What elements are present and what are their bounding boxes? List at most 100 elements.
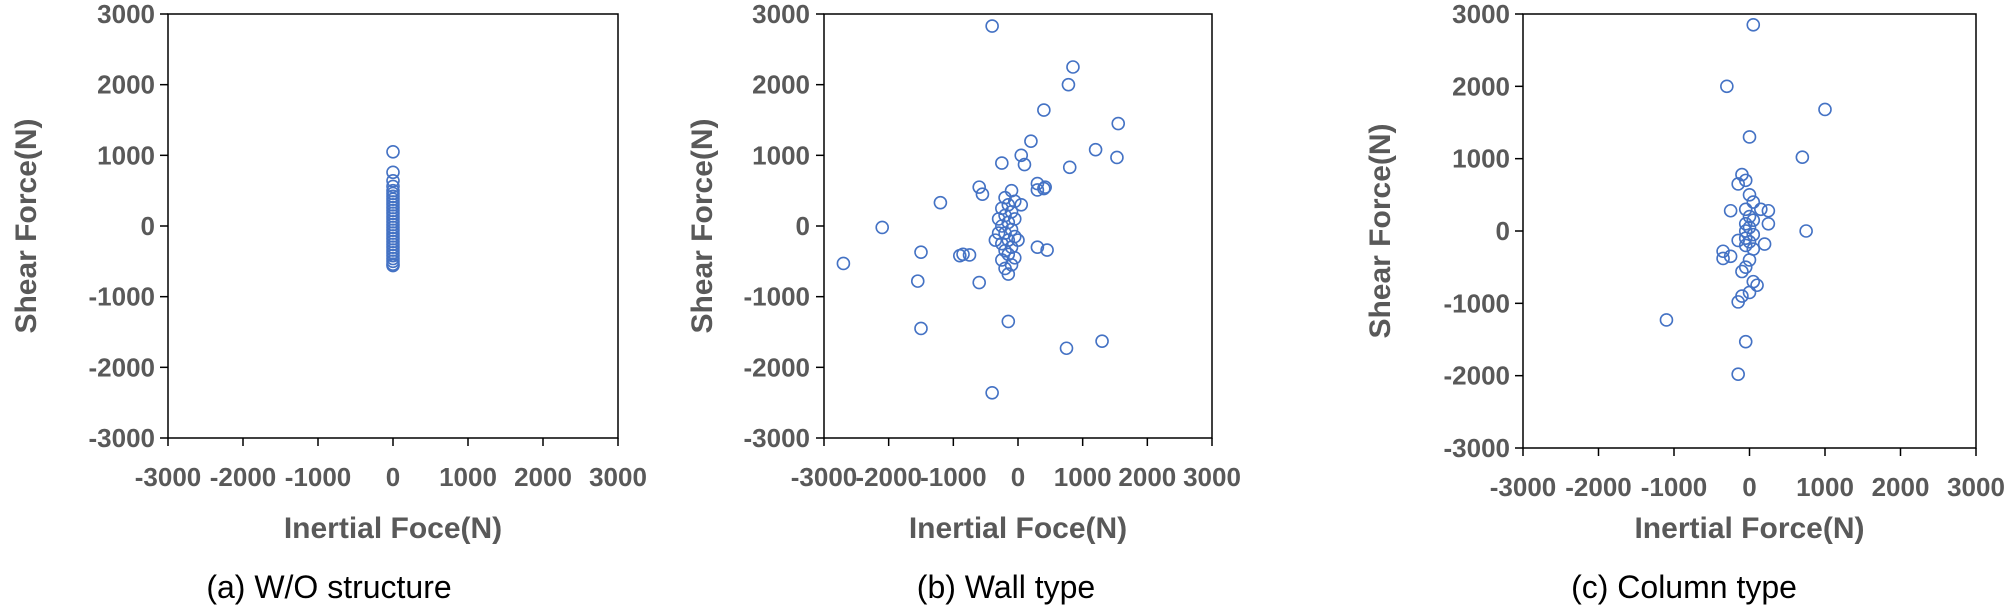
data-point — [386, 165, 400, 180]
x-tick-label: 0 — [1742, 472, 1756, 502]
data-point — [1716, 244, 1730, 259]
data-point — [836, 256, 851, 271]
x-tick-label: 0 — [1011, 462, 1025, 492]
data-point — [1059, 341, 1074, 356]
data-point — [985, 19, 999, 33]
data-point — [991, 212, 1006, 226]
data-point — [1738, 173, 1753, 188]
data-point — [1720, 79, 1734, 94]
data-point — [1746, 227, 1761, 242]
data-point — [1738, 231, 1753, 246]
y-axis-title: Shear Force(N) — [1364, 123, 1397, 338]
data-point — [991, 226, 1006, 240]
x-tick-label: -1000 — [285, 462, 352, 492]
data-point — [1066, 60, 1080, 74]
x-tick-label: -1000 — [920, 462, 987, 492]
data-point — [1799, 224, 1813, 238]
data-point — [1001, 267, 1016, 281]
data-point — [1111, 116, 1126, 131]
data-point — [386, 258, 400, 273]
data-point — [933, 195, 948, 210]
data-point — [1742, 130, 1757, 144]
data-point — [1746, 18, 1761, 32]
data-point — [1024, 134, 1038, 148]
data-point — [1110, 150, 1124, 165]
y-tick-label: -1000 — [89, 282, 156, 312]
data-point — [988, 233, 1003, 247]
panel-caption: (c) Column type — [1571, 569, 1797, 605]
y-axis-title: Shear Force(N) — [10, 118, 43, 333]
data-point — [1007, 250, 1022, 265]
data-point — [386, 145, 400, 159]
data-point — [995, 219, 1009, 233]
chart-panel-2: -3000 -2000 -1000 0 1000 2000 3000 3000 2000 1000… — [1364, 0, 2005, 605]
x-tick-label: 3000 — [589, 462, 647, 492]
data-point — [962, 248, 977, 262]
data-point — [910, 274, 925, 288]
data-point — [1040, 243, 1054, 257]
data-point — [1742, 285, 1757, 300]
data-point — [1038, 180, 1052, 194]
y-tick-label: 1000 — [1452, 144, 1510, 174]
data-point — [1037, 103, 1051, 117]
data-point — [1738, 334, 1753, 349]
y-tick-label: -1000 — [1444, 288, 1511, 318]
y-tick-label: -3000 — [89, 423, 156, 453]
data-point — [956, 247, 970, 262]
data-point — [995, 156, 1009, 170]
plot-area-frame — [823, 13, 1213, 439]
data-point — [975, 187, 990, 201]
data-point — [1659, 313, 1674, 327]
x-tick-label: 1000 — [1796, 472, 1854, 502]
data-point — [1011, 233, 1025, 247]
x-tick-label: -1000 — [1641, 472, 1708, 502]
y-tick-label: -3000 — [1444, 433, 1511, 463]
data-point — [1061, 77, 1076, 92]
y-tick-label: 0 — [141, 211, 155, 241]
x-tick-label: 2000 — [1872, 472, 1930, 502]
data-point — [1004, 258, 1019, 272]
data-point — [1738, 260, 1753, 274]
x-tick-label: -3000 — [791, 462, 858, 492]
data-point — [1017, 157, 1032, 172]
x-tick-label: -2000 — [1565, 472, 1632, 502]
y-tick-label: -2000 — [744, 352, 811, 382]
data-point — [1754, 202, 1768, 217]
data-point — [998, 243, 1012, 258]
data-point — [1738, 238, 1753, 253]
data-point — [985, 385, 999, 400]
plot-area-frame — [167, 13, 619, 439]
data-point — [1818, 102, 1832, 117]
data-point — [1014, 198, 1029, 212]
y-tick-label: -2000 — [1444, 361, 1511, 391]
y-tick-label: 1000 — [752, 140, 810, 170]
y-tick-label: -1000 — [744, 282, 811, 312]
y-axis-title: Shear Force(N) — [686, 118, 719, 333]
data-point — [1030, 240, 1045, 254]
data-point — [1731, 367, 1745, 382]
data-point — [1738, 216, 1753, 231]
x-axis-title: Inertial Force(N) — [1634, 512, 1864, 545]
data-point — [1095, 334, 1109, 348]
data-point — [1731, 177, 1745, 191]
x-tick-label: -3000 — [1490, 472, 1557, 502]
data-point — [972, 275, 987, 290]
data-point — [1738, 202, 1753, 217]
x-tick-label: -2000 — [210, 462, 277, 492]
data-point — [1735, 264, 1749, 279]
y-tick-label: 0 — [1496, 216, 1510, 246]
y-tick-label: 1000 — [97, 140, 155, 170]
data-point — [1716, 251, 1730, 266]
data-point — [914, 321, 928, 336]
x-tick-label: -3000 — [135, 462, 202, 492]
y-tick-label: 2000 — [1452, 71, 1510, 101]
data-point — [1761, 216, 1776, 231]
x-axis-title: Inertial Foce(N) — [909, 512, 1127, 545]
x-tick-label: 3000 — [1183, 462, 1241, 492]
x-tick-label: 1000 — [1054, 462, 1112, 492]
data-point — [1731, 295, 1745, 309]
panel-caption: (b) Wall type — [917, 569, 1095, 605]
data-point — [1062, 160, 1077, 175]
y-tick-label: 3000 — [97, 0, 155, 29]
